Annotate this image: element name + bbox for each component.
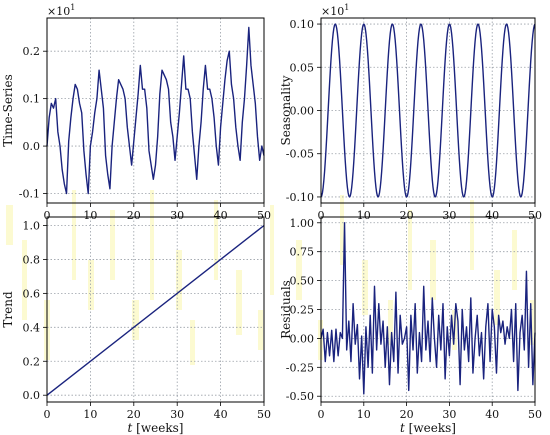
x-tick-label: 40 [214,209,228,222]
timeseries-grid [46,18,265,203]
trend-line [46,224,265,396]
decor-stroke [296,240,302,300]
axes-frame [46,17,265,204]
x-tick-label: 10 [357,209,371,222]
decor-stroke [270,205,274,295]
decor-stroke [176,250,182,310]
y-tick-label: -0.1 [19,188,40,201]
decor-stroke [470,200,474,270]
x-tick-label: 30 [442,408,456,421]
x-tick-label: 0 [44,408,51,421]
timeseries-series [46,26,265,195]
y-tick-label: 0.10 [290,18,315,31]
x-tick-label: 30 [442,209,456,222]
y-tick-label: -0.05 [286,148,314,161]
decor-stroke [408,210,412,290]
decor-stroke [494,270,500,325]
trend-panel: 0 10 20 30 40 50 0.0 0.2 0.4 0.6 0.8 1.0 Trend t [w… [1,216,272,435]
x-tick-label: 20 [400,209,414,222]
timeseries-ticks: 0 10 20 30 40 50 -0.1 0.0 0.1 0.2 [19,45,271,222]
decor-stroke [72,190,76,280]
y-tick-label: -0.50 [286,390,314,403]
trend-ylabel: Trend [1,291,15,328]
seasonality-ticks: 0 10 20 30 40 50 -0.10 -0.05 0.00 0.05 0.10 [286,18,542,222]
trend-frame [46,216,265,403]
residuals-series [320,222,536,395]
decor-stroke [190,320,195,365]
trend-series [46,224,265,396]
x-tick-label: 40 [485,408,499,421]
residuals-ylabel: Residuals [279,280,293,339]
x-tick-label: 10 [357,408,371,421]
x-tick-label: 0 [318,209,325,222]
y-tick-label: 0.8 [23,253,41,266]
x-tick-label: 20 [127,408,141,421]
trend-xlabel: t [weeks] [128,421,184,435]
residuals-line [320,222,536,395]
x-tick-label: 10 [83,209,97,222]
y-tick-label: 0.2 [23,45,41,58]
y-tick-label: 0.6 [23,287,41,300]
timeseries-panel: 0 10 20 30 40 50 -0.1 0.0 0.1 0.2 Time-Series ×10… [1,3,271,222]
x-tick-label: 40 [485,209,499,222]
x-tick-label: 10 [83,408,97,421]
decor-stroke [512,230,517,290]
decor-stroke [530,300,534,345]
y-tick-label: 1.00 [290,217,315,230]
trend-ticks: 0 10 20 30 40 50 0.0 0.2 0.4 0.6 0.8 1.0 [23,219,272,421]
y-tick-label: 0.50 [290,275,315,288]
x-tick-label: 30 [170,408,184,421]
x-tick-label: 40 [214,408,228,421]
timeseries-multiplier: ×101 [47,3,75,18]
decor-stroke [258,310,263,350]
x-tick-label: 50 [528,209,542,222]
x-tick-label: 50 [257,209,271,222]
timeseries-frame [46,17,265,204]
decor-stroke [132,300,139,340]
decor-stroke [88,260,94,310]
decor-stroke [388,300,393,345]
decor-stroke [6,205,13,245]
y-tick-label: 0.05 [290,61,315,74]
y-tick-label: 0.2 [23,355,41,368]
y-tick-label: 0.1 [23,93,41,106]
decor-stroke [236,270,242,335]
seasonality-ylabel: Seasonality [279,75,293,145]
decor-stroke [22,240,27,320]
y-tick-label: 0.0 [23,389,41,402]
y-tick-label: 0.25 [290,304,315,317]
seasonality-series [320,23,536,198]
x-tick-label: 50 [257,408,271,421]
decor-stroke [110,210,115,280]
y-tick-label: 0.00 [290,332,315,345]
x-tick-label: 50 [528,408,542,421]
decor-stroke [214,200,218,280]
x-tick-label: 0 [318,408,325,421]
decor-stroke [150,190,154,300]
seasonality-panel: 0 10 20 30 40 50 -0.10 -0.05 0.00 0.05 0.10 Season… [279,3,542,222]
seasonality-line [320,23,536,198]
y-tick-label: -0.25 [286,361,314,374]
decor-stroke [340,195,344,265]
y-tick-label: 0.0 [23,140,41,153]
decor-stroke [362,260,368,315]
seasonality-multiplier: ×101 [321,3,349,18]
y-tick-label: 0.00 [290,105,315,118]
timeseries-line [46,26,265,195]
y-tick-label: 1.0 [23,219,41,232]
x-tick-label: 0 [44,209,51,222]
x-tick-label: 20 [400,408,414,421]
x-tick-label: 30 [170,209,184,222]
axes-frame [46,216,265,403]
decor-stroke [430,240,436,300]
residuals-xlabel: t [weeks] [400,421,456,435]
x-tick-label: 20 [127,209,141,222]
y-tick-label: -0.10 [286,191,314,204]
y-tick-label: 0.75 [290,246,315,259]
y-tick-label: 0.4 [23,321,41,334]
residuals-ticks: 0 10 20 30 40 50 -0.50 -0.25 0.00 0.25 0.50 0.75 1.0… [286,217,542,421]
timeseries-ylabel: Time-Series [1,74,15,147]
residuals-panel: 0 10 20 30 40 50 -0.50 -0.25 0.00 0.25 0.50 0.75 1.0… [279,216,542,435]
